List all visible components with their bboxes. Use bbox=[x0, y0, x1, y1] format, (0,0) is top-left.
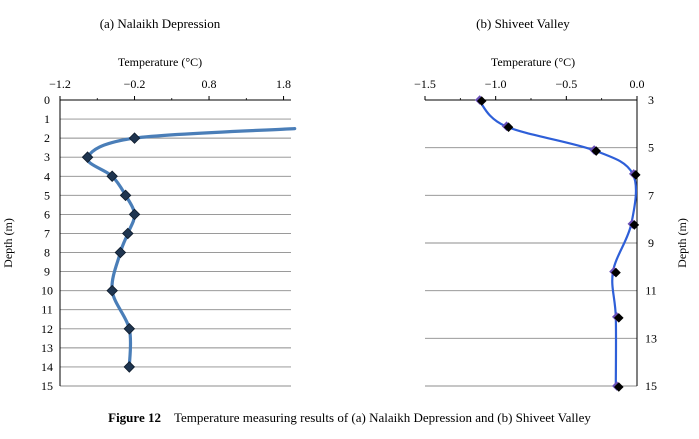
data-point bbox=[128, 132, 141, 144]
y-axis-label: Depth (m) bbox=[1, 218, 15, 268]
data-point bbox=[476, 96, 487, 106]
y-tick-label: 7 bbox=[44, 226, 50, 240]
y-tick-label: 13 bbox=[41, 341, 53, 355]
series-line bbox=[85, 127, 297, 369]
y-tick-label: 0 bbox=[44, 93, 50, 107]
y-tick-label: 15 bbox=[645, 379, 657, 393]
y-tick-label: 9 bbox=[44, 265, 50, 279]
y-tick-label: 13 bbox=[645, 331, 657, 345]
data-point bbox=[629, 220, 640, 230]
data-point bbox=[614, 382, 624, 392]
data-point bbox=[81, 151, 94, 163]
x-tick-label: −0.5 bbox=[555, 77, 577, 91]
y-tick-label: 5 bbox=[648, 141, 654, 155]
figure-caption: Figure 12 Temperature measuring results … bbox=[0, 410, 699, 426]
y-axis-label: Depth (m) bbox=[675, 218, 689, 268]
x-tick-label: 0.8 bbox=[202, 77, 217, 91]
y-tick-label: 4 bbox=[44, 169, 50, 183]
data-point bbox=[611, 267, 621, 278]
figure-number: Figure 12 bbox=[108, 410, 161, 425]
y-tick-label: 10 bbox=[41, 284, 53, 298]
y-tick-label: 2 bbox=[44, 131, 50, 145]
chart-shiveet-valley: (b) Shiveet Valley Temperature (°C) Depth … bbox=[414, 16, 689, 393]
y-tick-label: 8 bbox=[44, 246, 50, 260]
x-tick-label: −0.2 bbox=[124, 77, 146, 91]
y-tick-label: 15 bbox=[41, 379, 53, 393]
chart-nalaikh-depression: (a) Nalaikh Depression Temperature (°C) De… bbox=[1, 16, 297, 393]
data-point bbox=[503, 122, 514, 133]
data-point bbox=[123, 361, 136, 373]
y-tick-label: 6 bbox=[44, 207, 50, 221]
chart-title: (a) Nalaikh Depression bbox=[100, 16, 221, 31]
data-point bbox=[591, 146, 601, 156]
y-tick-label: 3 bbox=[648, 93, 654, 107]
y-tick-label: 9 bbox=[648, 236, 654, 250]
y-tick-label: 7 bbox=[648, 188, 654, 202]
data-point bbox=[122, 227, 134, 240]
y-tick-label: 12 bbox=[41, 322, 53, 336]
figure-caption-text: Temperature measuring results of (a) Nal… bbox=[173, 410, 591, 425]
x-tick-label: −1.5 bbox=[414, 77, 436, 91]
x-tick-label: −1.2 bbox=[49, 77, 71, 91]
y-tick-label: 3 bbox=[44, 150, 50, 164]
y-tick-label: 14 bbox=[41, 360, 53, 374]
data-point bbox=[114, 246, 127, 259]
y-tick-label: 11 bbox=[41, 303, 53, 317]
data-point bbox=[106, 284, 118, 297]
x-tick-label: 0.0 bbox=[630, 77, 645, 91]
y-tick-label: 5 bbox=[44, 188, 50, 202]
data-point bbox=[630, 170, 641, 180]
x-tick-label: −1.0 bbox=[485, 77, 507, 91]
data-point bbox=[123, 323, 136, 335]
data-point bbox=[119, 189, 132, 202]
y-tick-label: 11 bbox=[645, 284, 657, 298]
x-axis-label: Temperature (°C) bbox=[118, 55, 202, 69]
data-point bbox=[106, 170, 118, 183]
x-tick-label: 1.8 bbox=[276, 77, 291, 91]
x-axis-label: Temperature (°C) bbox=[491, 55, 575, 69]
data-point bbox=[614, 313, 624, 323]
data-point bbox=[128, 208, 141, 221]
y-tick-label: 1 bbox=[44, 112, 50, 126]
chart-title: (b) Shiveet Valley bbox=[476, 16, 570, 31]
